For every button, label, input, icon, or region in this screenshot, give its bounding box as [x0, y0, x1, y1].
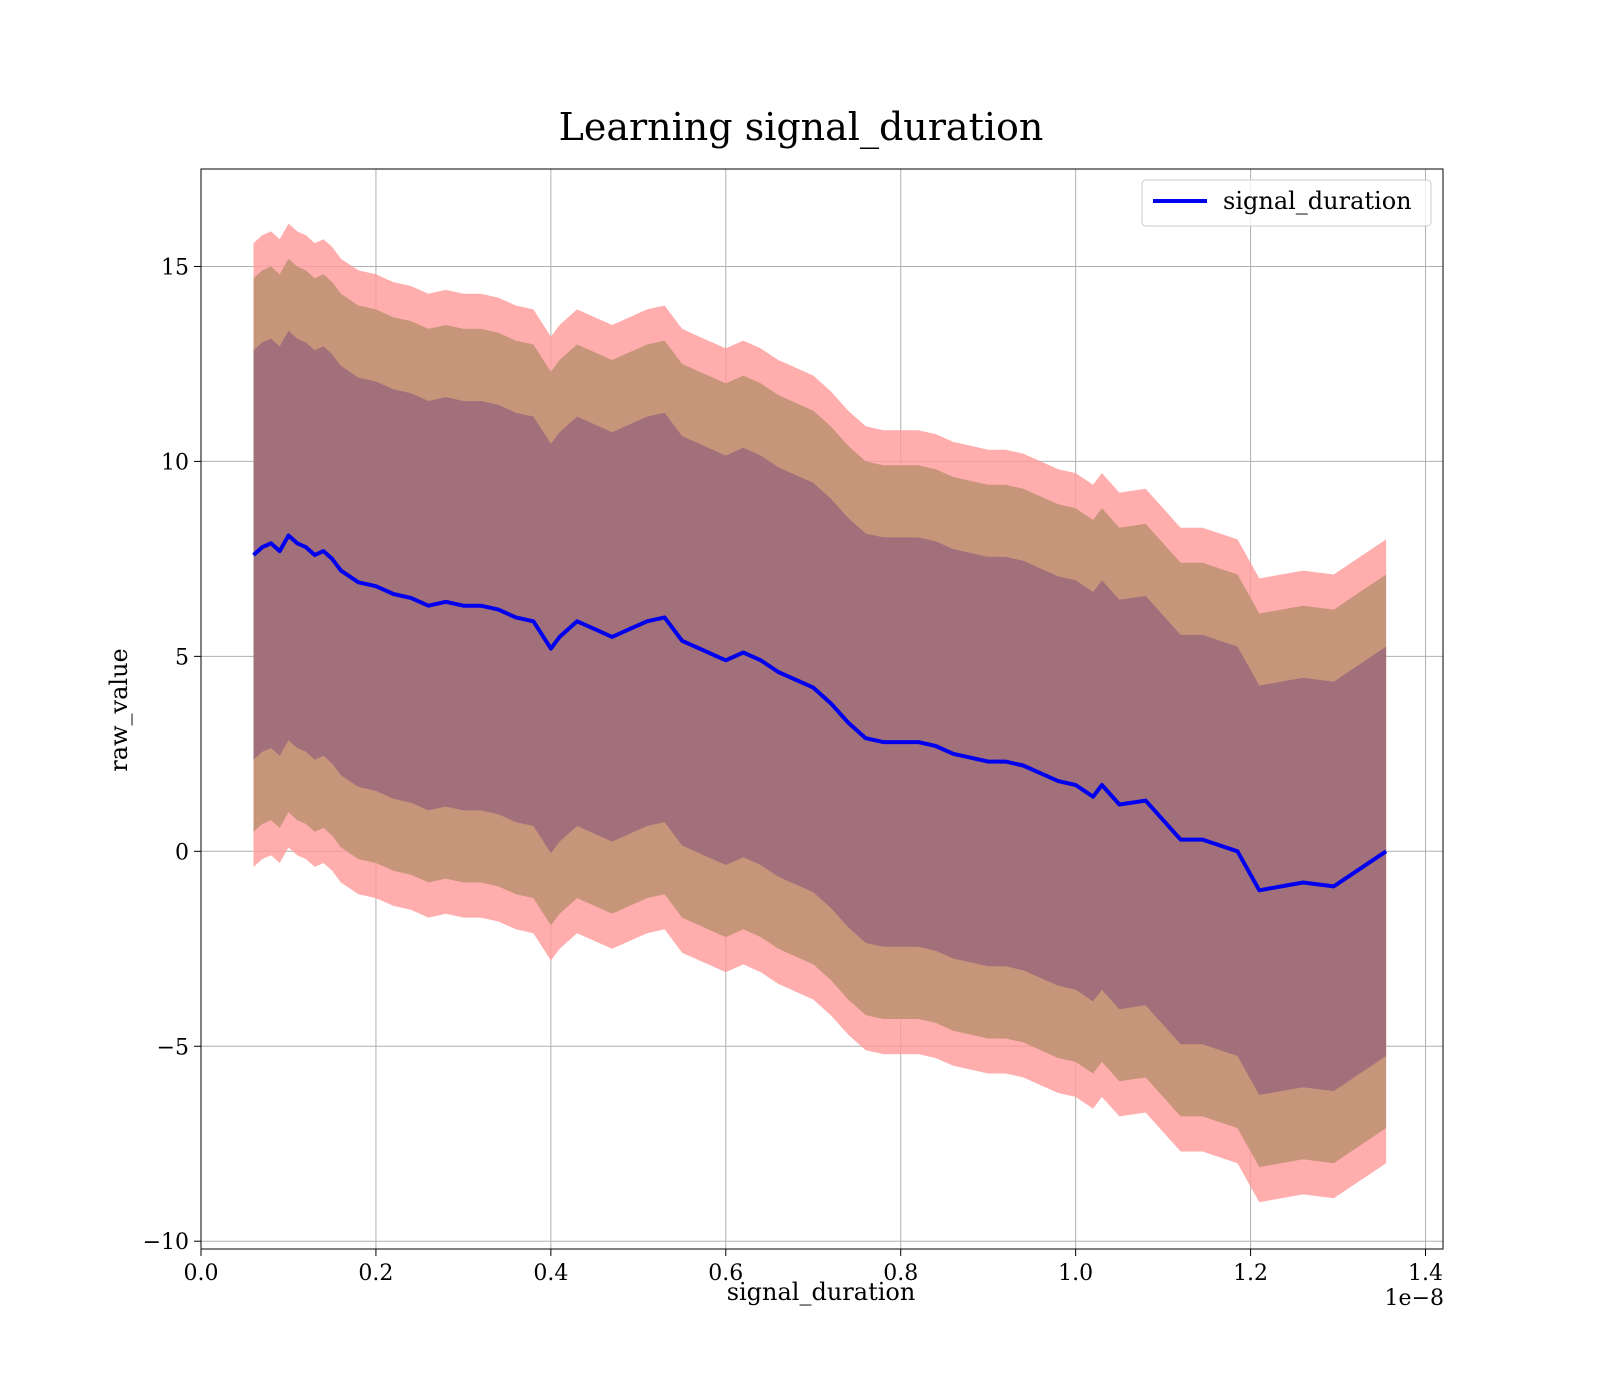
y-tick-label: 0 — [175, 840, 189, 865]
x-tick-label: 0.6 — [708, 1261, 743, 1286]
y-tick-label: 15 — [161, 255, 189, 280]
x-tick-label: 0.2 — [358, 1261, 393, 1286]
x-tick-label: 1.4 — [1408, 1261, 1443, 1286]
plot-area — [200, 168, 1444, 1250]
chart-title: Learning signal_duration — [559, 105, 1044, 150]
plot-frame — [200, 168, 1444, 1250]
legend: signal_duration — [1141, 179, 1432, 227]
x-axis-offset-label: 1e−8 — [1385, 1286, 1444, 1311]
y-tick-label: −5 — [157, 1035, 189, 1060]
y-tick-label: −10 — [143, 1230, 189, 1255]
x-tick-label: 1.0 — [1058, 1261, 1093, 1286]
y-tick-label: 5 — [175, 645, 189, 670]
legend-label: signal_duration — [1223, 187, 1412, 215]
x-axis-ticks: 0.0 0.2 0.4 0.6 0.8 1.0 1.2 1.4 — [184, 1249, 1443, 1286]
y-tick-label: 10 — [161, 450, 189, 475]
x-tick-label: 0.0 — [184, 1261, 219, 1286]
legend-box — [1141, 179, 1432, 227]
x-tick-label: 0.4 — [533, 1261, 568, 1286]
y-axis-ticks: −10 −5 0 5 10 15 — [143, 255, 201, 1255]
confidence-band-inner — [253, 330, 1387, 1095]
x-tick-label: 0.8 — [883, 1261, 918, 1286]
y-axis-label: raw_value — [105, 648, 133, 772]
x-tick-label: 1.2 — [1233, 1261, 1268, 1286]
x-axis-label: signal_duration — [727, 1278, 916, 1306]
series-line-signal-duration — [252, 533, 1388, 893]
